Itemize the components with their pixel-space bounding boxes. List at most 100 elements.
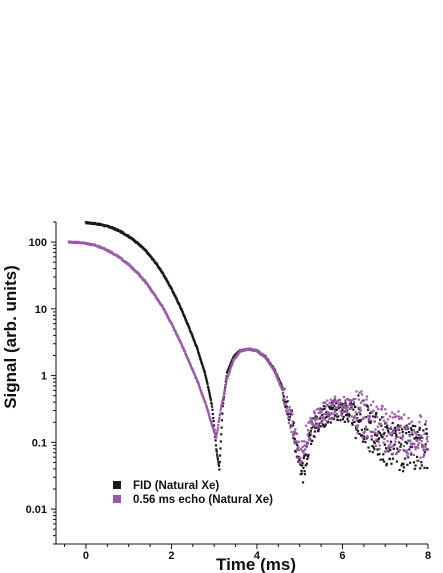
data-point xyxy=(367,407,370,410)
data-point xyxy=(273,370,276,373)
data-point xyxy=(220,405,223,408)
x-tick-label: 4 xyxy=(254,550,261,562)
data-point xyxy=(275,375,278,378)
data-point xyxy=(322,405,325,408)
data-point xyxy=(358,411,361,414)
data-point xyxy=(386,429,390,432)
data-point xyxy=(299,447,303,450)
data-point xyxy=(416,459,419,462)
data-point xyxy=(355,390,358,393)
data-point xyxy=(329,421,332,424)
data-point xyxy=(340,414,343,417)
data-point xyxy=(310,427,313,430)
data-point xyxy=(206,408,209,411)
data-point xyxy=(418,438,421,441)
data-point xyxy=(302,452,305,455)
data-point xyxy=(214,435,217,439)
data-point xyxy=(195,376,198,380)
data-point xyxy=(126,233,129,237)
data-point xyxy=(343,420,346,423)
data-point xyxy=(349,403,352,406)
data-point xyxy=(284,404,287,407)
data-point xyxy=(193,373,196,376)
data-point xyxy=(344,406,348,410)
data-point xyxy=(391,416,394,419)
data-point xyxy=(383,431,386,435)
data-point xyxy=(390,431,393,434)
x-tick-label: 8 xyxy=(425,550,431,562)
data-point xyxy=(356,431,359,435)
data-point xyxy=(279,382,282,385)
data-point xyxy=(418,428,421,431)
data-point xyxy=(204,373,207,377)
data-point xyxy=(207,413,211,416)
data-point xyxy=(393,443,396,446)
data-point xyxy=(341,409,344,412)
data-point xyxy=(203,398,206,401)
data-point xyxy=(414,448,417,451)
data-point xyxy=(343,403,346,406)
data-point xyxy=(205,379,208,382)
data-point xyxy=(165,277,168,281)
data-point xyxy=(199,358,202,361)
data-point xyxy=(413,431,416,434)
data-point xyxy=(182,348,185,351)
data-point xyxy=(219,440,222,443)
data-point xyxy=(402,466,405,469)
data-point xyxy=(309,416,312,420)
data-point xyxy=(295,432,298,435)
data-point xyxy=(346,406,350,409)
data-point xyxy=(183,350,187,353)
data-point xyxy=(376,432,379,435)
data-point xyxy=(402,463,405,466)
data-point xyxy=(417,442,421,445)
data-point xyxy=(424,443,427,446)
data-point xyxy=(207,390,211,393)
data-point xyxy=(171,323,174,326)
data-point xyxy=(374,428,377,431)
data-point xyxy=(416,434,419,437)
data-point xyxy=(368,412,372,415)
data-point xyxy=(299,464,303,467)
data-point xyxy=(375,411,378,415)
data-point xyxy=(417,437,421,440)
legend: FID (Natural Xe) 0.56 ms echo (Natural X… xyxy=(113,480,273,506)
data-point xyxy=(279,385,283,388)
data-point xyxy=(331,399,334,403)
data-point xyxy=(400,417,404,420)
data-point xyxy=(201,363,204,366)
data-point xyxy=(331,408,334,411)
data-point xyxy=(328,401,331,404)
data-point xyxy=(199,387,202,390)
data-point xyxy=(276,377,279,380)
data-point xyxy=(317,411,320,414)
data-point xyxy=(403,457,407,460)
data-point xyxy=(359,419,362,422)
data-point xyxy=(395,433,398,436)
plot-area xyxy=(67,221,429,484)
data-point xyxy=(323,412,326,416)
data-point xyxy=(196,347,199,351)
data-point xyxy=(368,415,372,418)
data-point xyxy=(193,340,196,343)
data-point xyxy=(158,301,161,304)
data-point xyxy=(365,427,368,430)
data-point xyxy=(295,455,298,458)
data-point xyxy=(405,432,408,435)
data-point xyxy=(332,403,335,407)
data-point xyxy=(219,412,222,415)
data-point xyxy=(300,460,303,463)
data-point xyxy=(226,376,229,379)
data-point xyxy=(354,436,357,440)
data-point xyxy=(216,457,219,461)
data-point xyxy=(272,367,275,370)
data-point xyxy=(390,445,393,449)
data-point xyxy=(358,391,361,394)
data-point xyxy=(382,433,385,436)
data-point xyxy=(401,462,404,465)
data-point xyxy=(131,266,135,270)
data-point xyxy=(302,466,305,470)
data-point xyxy=(202,366,205,369)
data-point xyxy=(399,445,402,448)
